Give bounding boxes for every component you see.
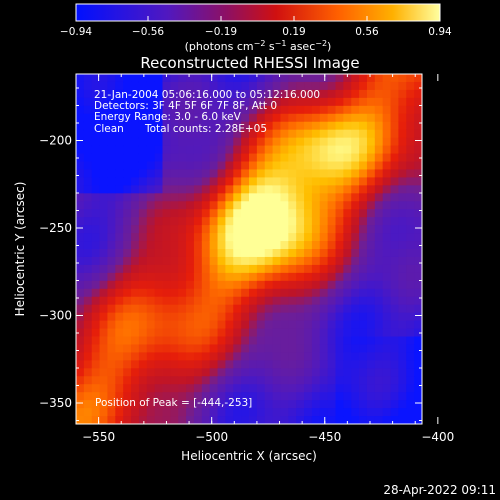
y-axis: −200 −250 −300 −350	[39, 87, 422, 421]
annotation-time: 21-Jan-2004 05:06:16.000 to 05:12:16.000	[94, 89, 320, 101]
y-tick-label: −350	[39, 396, 72, 410]
heatmap-image	[76, 74, 422, 424]
colorbar	[75, 3, 441, 22]
y-axis-label: Heliocentric Y (arcsec)	[13, 182, 27, 317]
x-tick-label: −500	[195, 430, 228, 444]
colorbar-tick-label: −0.19	[205, 26, 237, 38]
colorbar-tick-label: −0.56	[132, 26, 164, 38]
annotation-peak-position: Position of Peak = [-444,-253]	[95, 397, 252, 409]
colorbar-label: (photons cm−2 s−1 asec−2)	[185, 39, 332, 53]
colorbar-tick-label: −0.94	[60, 26, 92, 38]
x-axis-label: Heliocentric X (arcsec)	[181, 449, 317, 463]
colorbar-tick-label: 0.94	[428, 26, 452, 38]
annotation-detectors: Detectors: 3F 4F 5F 6F 7F 8F, Att 0	[94, 100, 277, 112]
x-tick-label: −550	[82, 430, 115, 444]
x-tick-label: −450	[308, 430, 341, 444]
x-tick-label: −400	[421, 430, 454, 444]
plot-frame	[75, 73, 423, 425]
y-tick-label: −250	[39, 221, 72, 235]
annotation-clean: Clean	[94, 123, 124, 135]
colorbar-tick-label: 0.56	[355, 26, 379, 38]
chart-title: Reconstructed RHESSI Image	[140, 54, 359, 72]
colorbar-ticks: −0.94 −0.56 −0.19 0.19 0.56 0.94	[60, 16, 452, 38]
annotation-total-counts: Total counts: 2.28E+05	[144, 123, 267, 135]
y-tick-label: −300	[39, 309, 72, 323]
y-tick-label: −200	[39, 134, 72, 148]
colorbar-tick-label: 0.19	[282, 26, 305, 38]
x-axis: −550 −500 −450 −400	[75, 74, 454, 444]
footer-date: 28-Apr-2022 09:11	[383, 483, 496, 497]
annotation-energy: Energy Range: 3.0 - 6.0 keV	[94, 111, 242, 123]
